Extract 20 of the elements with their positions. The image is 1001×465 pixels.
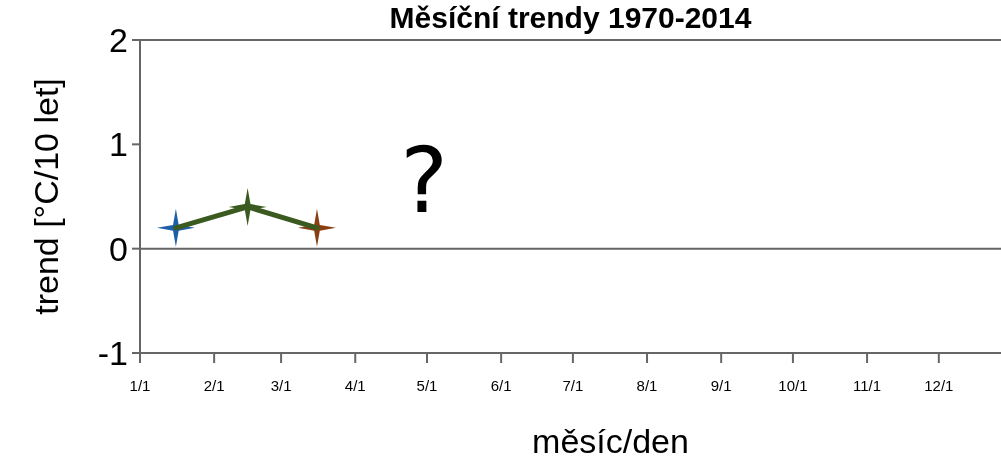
y-tick-label: 1 [109,125,128,164]
x-tick-label: 6/1 [490,377,512,394]
y-axis-title: trend [°C/10 let] [27,78,65,315]
y-tick-label: -1 [97,333,128,372]
x-tick-label: 9/1 [710,377,732,394]
x-tick-label: 5/1 [416,377,438,394]
x-tick-label: 1/1 [129,377,151,394]
x-tick-label: 7/1 [562,377,584,394]
y-tick-label: 2 [109,20,128,59]
x-axis-title: měsíc/den [532,422,689,460]
x-tick-label: 3/1 [270,377,292,394]
chart-title: Měsíční trendy 1970-2014 [389,1,752,34]
x-tick-label: 4/1 [344,377,366,394]
x-tick-label: 8/1 [636,377,658,394]
x-tick-label: 11/1 [853,377,882,394]
x-tick-label: 12/1 [924,377,954,394]
x-tick-label: 2/1 [203,377,225,394]
y-tick-label: 0 [109,229,128,268]
annotation: ? [400,128,449,234]
x-tick-label: 10/1 [778,377,808,394]
